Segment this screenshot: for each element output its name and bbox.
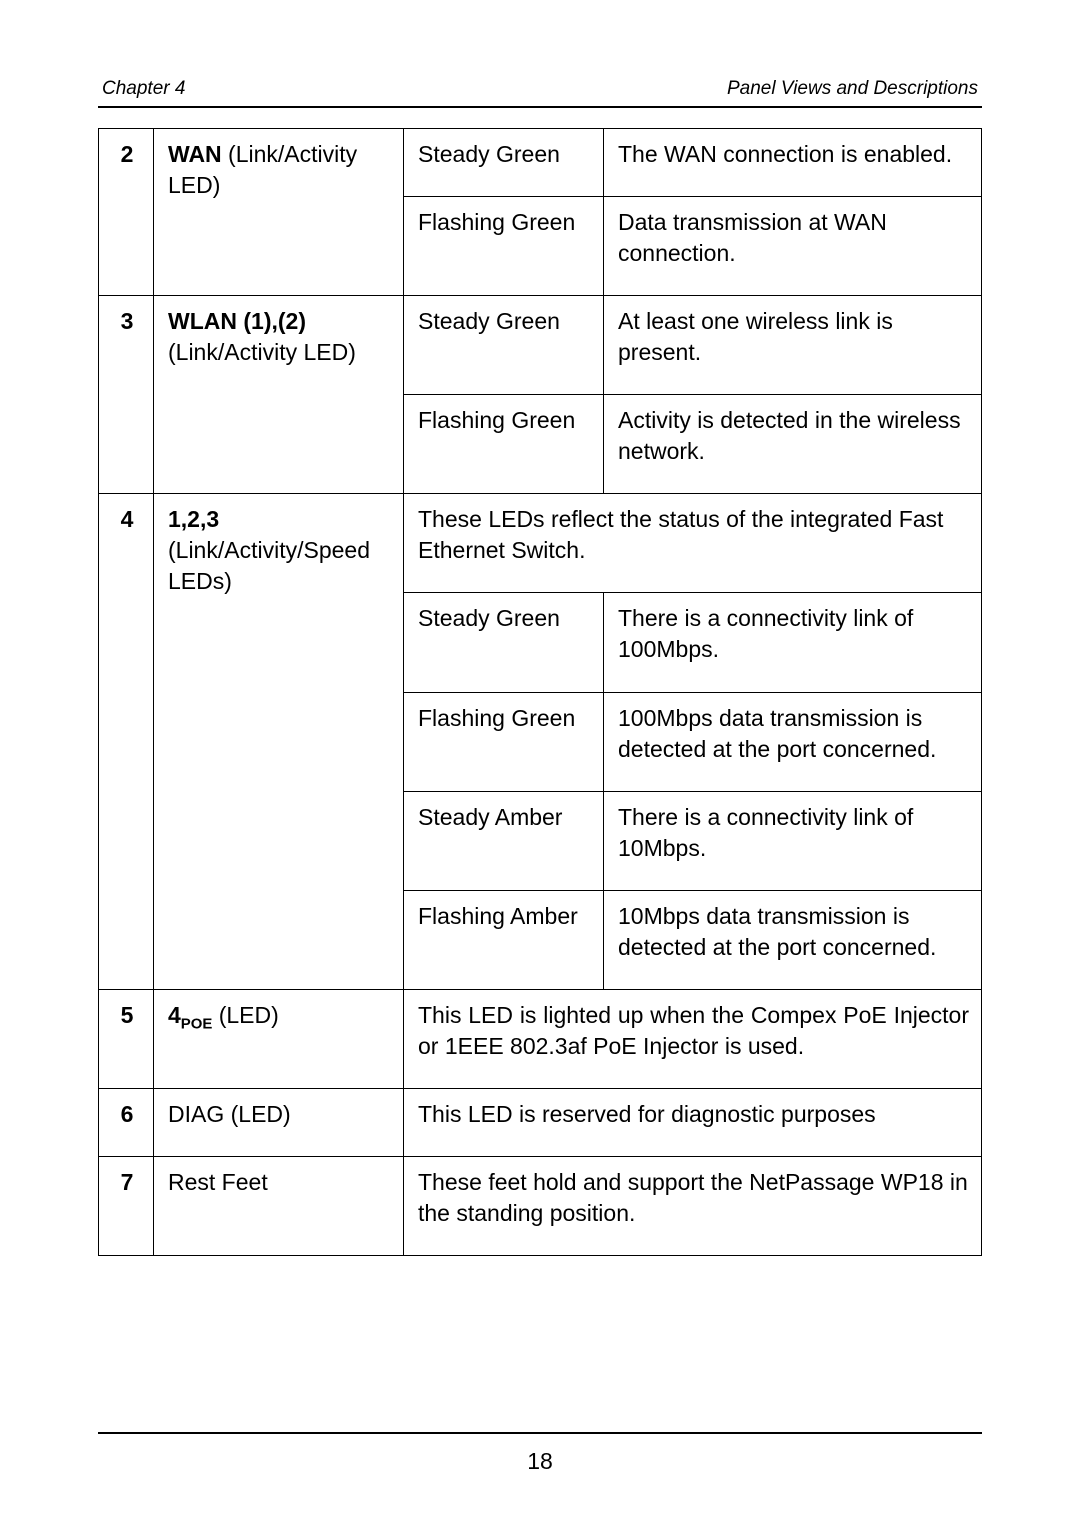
led-state: Flashing Green bbox=[404, 395, 604, 494]
page: Chapter 4 Panel Views and Descriptions 2… bbox=[0, 0, 1080, 1529]
led-state: Flashing Amber bbox=[404, 890, 604, 989]
led-desc: These feet hold and support the NetPassa… bbox=[404, 1156, 982, 1255]
led-state: Steady Amber bbox=[404, 791, 604, 890]
led-name-rest: (Link/Activity LED) bbox=[168, 339, 356, 365]
led-desc: The WAN connection is enabled. bbox=[604, 129, 982, 197]
led-desc: 10Mbps data transmission is detected at … bbox=[604, 890, 982, 989]
row-number: 6 bbox=[99, 1088, 154, 1156]
page-number: 18 bbox=[0, 1448, 1080, 1475]
led-state: Steady Green bbox=[404, 129, 604, 197]
led-state: Flashing Green bbox=[404, 692, 604, 791]
page-header: Chapter 4 Panel Views and Descriptions bbox=[98, 78, 982, 104]
row-number: 2 bbox=[99, 129, 154, 296]
led-name: 1,2,3 (Link/Activity/Speed LEDs) bbox=[154, 494, 404, 989]
led-desc: This LED is lighted up when the Compex P… bbox=[404, 989, 982, 1088]
led-desc: 100Mbps data transmission is detected at… bbox=[604, 692, 982, 791]
led-name: DIAG (LED) bbox=[154, 1088, 404, 1156]
led-desc: Data transmission at WAN connection. bbox=[604, 197, 982, 296]
led-name: WLAN (1),(2) (Link/Activity LED) bbox=[154, 296, 404, 494]
led-name: 4POE (LED) bbox=[154, 989, 404, 1088]
led-name-bold: WAN bbox=[168, 141, 222, 167]
led-name-bold: 4 bbox=[168, 1002, 181, 1028]
row-number: 5 bbox=[99, 989, 154, 1088]
led-state: Steady Green bbox=[404, 593, 604, 692]
led-desc: At least one wireless link is present. bbox=[604, 296, 982, 395]
footer-rule bbox=[98, 1432, 982, 1434]
led-intro: These LEDs reflect the status of the int… bbox=[404, 494, 982, 593]
led-name-bold: 1,2,3 bbox=[168, 506, 219, 532]
table-row: 3 WLAN (1),(2) (Link/Activity LED) Stead… bbox=[99, 296, 982, 395]
led-desc: Activity is detected in the wireless net… bbox=[604, 395, 982, 494]
led-table: 2 WAN (Link/Activity LED) Steady Green T… bbox=[98, 128, 982, 1256]
led-name-bold: WLAN (1),(2) bbox=[168, 308, 306, 334]
table-row: 6 DIAG (LED) This LED is reserved for di… bbox=[99, 1088, 982, 1156]
led-desc: This LED is reserved for diagnostic purp… bbox=[404, 1088, 982, 1156]
led-name: WAN (Link/Activity LED) bbox=[154, 129, 404, 296]
led-desc: There is a connectivity link of 10Mbps. bbox=[604, 791, 982, 890]
header-right: Panel Views and Descriptions bbox=[727, 78, 978, 100]
led-name: Rest Feet bbox=[154, 1156, 404, 1255]
led-name-rest: (Link/Activity/Speed LEDs) bbox=[168, 537, 370, 594]
header-left: Chapter 4 bbox=[102, 78, 185, 100]
row-number: 4 bbox=[99, 494, 154, 989]
row-number: 3 bbox=[99, 296, 154, 494]
led-name-rest: (LED) bbox=[212, 1002, 278, 1028]
led-name-sub: POE bbox=[181, 1015, 213, 1032]
table-row: 7 Rest Feet These feet hold and support … bbox=[99, 1156, 982, 1255]
led-state: Steady Green bbox=[404, 296, 604, 395]
header-rule bbox=[98, 106, 982, 108]
table-row: 2 WAN (Link/Activity LED) Steady Green T… bbox=[99, 129, 982, 197]
page-footer: 18 bbox=[0, 1432, 1080, 1475]
table-row: 4 1,2,3 (Link/Activity/Speed LEDs) These… bbox=[99, 494, 982, 593]
table-row: 5 4POE (LED) This LED is lighted up when… bbox=[99, 989, 982, 1088]
led-state: Flashing Green bbox=[404, 197, 604, 296]
row-number: 7 bbox=[99, 1156, 154, 1255]
led-desc: There is a connectivity link of 100Mbps. bbox=[604, 593, 982, 692]
